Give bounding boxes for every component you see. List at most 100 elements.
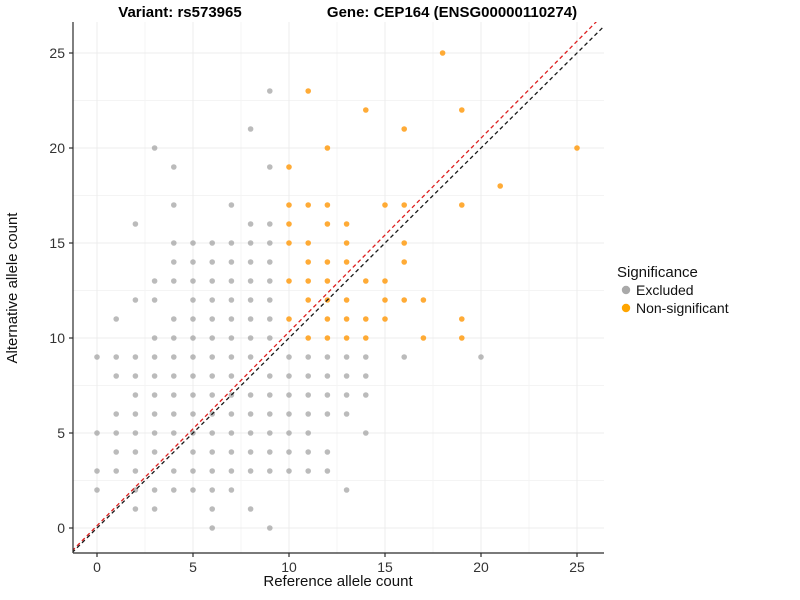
data-point-excluded <box>267 411 273 417</box>
data-point-excluded <box>228 449 235 455</box>
data-point-non-significant <box>305 297 312 303</box>
data-point-excluded <box>209 278 215 284</box>
variant-title: Variant: rs573965 <box>118 4 241 21</box>
data-point-non-significant <box>420 297 427 303</box>
data-point-non-significant <box>401 297 408 303</box>
data-point-excluded <box>286 411 292 417</box>
data-point-excluded <box>247 126 254 132</box>
data-point-excluded <box>267 278 273 284</box>
data-point-excluded <box>113 354 119 360</box>
data-point-excluded <box>247 221 254 227</box>
data-point-excluded <box>324 468 331 474</box>
data-point-excluded <box>151 411 158 417</box>
data-point-excluded <box>132 506 139 512</box>
data-point-non-significant <box>363 278 369 284</box>
data-point-excluded <box>171 411 177 417</box>
data-point-non-significant <box>324 145 331 151</box>
legend-label-excluded: Excluded <box>636 282 694 298</box>
data-point-non-significant <box>286 221 292 227</box>
data-points <box>94 50 580 531</box>
data-point-non-significant <box>343 259 350 265</box>
data-point-excluded <box>247 297 254 303</box>
data-point-non-significant <box>459 316 465 322</box>
x-tick-label: 5 <box>189 559 197 575</box>
data-point-excluded <box>228 259 235 265</box>
data-point-non-significant <box>305 278 312 284</box>
data-point-excluded <box>113 449 119 455</box>
data-point-excluded <box>363 354 369 360</box>
legend: Significance Excluded Non-significant <box>617 264 729 316</box>
gene-title: Gene: CEP164 (ENSG00000110274) <box>327 4 577 21</box>
data-point-non-significant <box>420 335 427 341</box>
data-point-non-significant <box>343 221 350 227</box>
data-point-excluded <box>209 316 215 322</box>
data-point-excluded <box>132 449 139 455</box>
data-point-excluded <box>209 240 215 246</box>
data-point-excluded <box>305 354 312 360</box>
data-point-excluded <box>190 316 196 322</box>
y-tick-label: 20 <box>49 140 65 156</box>
y-tick-label: 25 <box>49 45 65 61</box>
data-point-excluded <box>286 392 292 398</box>
data-point-excluded <box>151 392 158 398</box>
data-point-non-significant <box>343 335 350 341</box>
data-point-excluded <box>151 145 158 151</box>
data-point-excluded <box>228 430 235 436</box>
data-point-non-significant <box>439 50 446 56</box>
data-point-non-significant <box>305 202 312 208</box>
data-point-excluded <box>151 297 158 303</box>
data-point-non-significant <box>459 202 465 208</box>
y-tick-label: 0 <box>57 520 65 536</box>
data-point-excluded <box>190 392 196 398</box>
data-point-excluded <box>228 297 235 303</box>
data-point-excluded <box>247 468 254 474</box>
data-point-excluded <box>171 335 177 341</box>
data-point-excluded <box>267 316 273 322</box>
tick-marks <box>69 52 578 557</box>
data-point-non-significant <box>382 278 388 284</box>
data-point-excluded <box>343 354 350 360</box>
data-point-excluded <box>247 354 254 360</box>
data-point-non-significant <box>324 221 331 227</box>
data-point-excluded <box>478 354 484 360</box>
data-point-excluded <box>190 278 196 284</box>
data-point-excluded <box>305 411 312 417</box>
data-point-non-significant <box>343 316 350 322</box>
data-point-excluded <box>190 468 196 474</box>
fit-line <box>73 22 597 551</box>
data-point-excluded <box>151 354 158 360</box>
data-point-excluded <box>324 392 331 398</box>
data-point-excluded <box>171 164 177 170</box>
data-point-excluded <box>267 221 273 227</box>
data-point-non-significant <box>324 259 331 265</box>
data-point-excluded <box>209 506 215 512</box>
data-point-excluded <box>228 354 235 360</box>
data-point-non-significant <box>324 202 331 208</box>
data-point-excluded <box>228 373 235 379</box>
data-point-excluded <box>363 373 369 379</box>
data-point-excluded <box>132 392 139 398</box>
data-point-excluded <box>343 411 350 417</box>
data-point-excluded <box>171 259 177 265</box>
data-point-excluded <box>228 487 235 493</box>
data-point-excluded <box>132 468 139 474</box>
data-point-excluded <box>190 335 196 341</box>
y-axis-label: Alternative allele count <box>4 212 21 364</box>
data-point-excluded <box>209 335 215 341</box>
data-point-non-significant <box>574 145 580 151</box>
data-point-excluded <box>401 354 408 360</box>
tick-labels: 0 5 10 15 20 25 0 5 10 15 20 25 <box>49 45 585 575</box>
data-point-non-significant <box>382 297 388 303</box>
data-point-excluded <box>324 449 331 455</box>
data-point-non-significant <box>305 259 312 265</box>
data-point-excluded <box>267 392 273 398</box>
data-point-excluded <box>247 316 254 322</box>
x-tick-label: 20 <box>473 559 489 575</box>
data-point-non-significant <box>305 88 312 94</box>
data-point-excluded <box>113 316 119 322</box>
data-point-excluded <box>247 240 254 246</box>
data-point-excluded <box>267 164 273 170</box>
data-point-excluded <box>151 373 158 379</box>
data-point-excluded <box>228 278 235 284</box>
